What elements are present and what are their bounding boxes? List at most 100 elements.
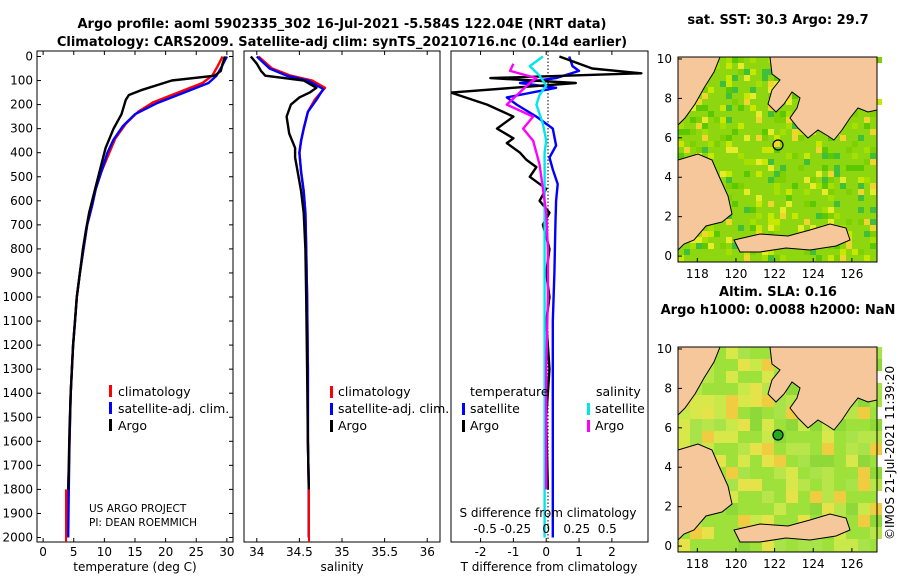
map-cell <box>768 147 774 153</box>
map-cell <box>768 249 774 255</box>
series-salinity-satellite <box>528 55 548 538</box>
map-cell <box>738 69 744 75</box>
map-cell <box>798 135 804 141</box>
map-cell <box>750 69 756 75</box>
map-cell <box>786 419 798 431</box>
salinity-x-ticks: 34 34.5 35 35.5 36 <box>249 51 435 559</box>
map-cell <box>762 159 768 165</box>
map-cell <box>762 455 774 467</box>
depth-tick-label: 500 <box>10 170 33 184</box>
map-cell <box>822 479 834 491</box>
map-cell <box>846 219 852 225</box>
depth-tick-label: 700 <box>10 218 33 232</box>
sst-map-title: sat. SST: 30.3 Argo: 29.7 <box>687 13 868 28</box>
map-cell <box>774 183 780 189</box>
figure-title-line2: Climatology: CARS2009. Satellite-adj cli… <box>57 35 627 50</box>
map-cell <box>762 443 774 455</box>
map-cell <box>804 159 810 165</box>
map-cell <box>774 539 786 551</box>
legend-swatch-climatology <box>109 385 112 397</box>
map-cell <box>786 479 798 491</box>
depth-tick-label: 1300 <box>2 362 33 376</box>
series-argo <box>67 56 227 490</box>
map-cell <box>714 117 720 123</box>
x-tick-label: -2 <box>475 545 487 559</box>
imos-credit: ©IMOS 21-Jul-2021 11:39:20 <box>883 366 897 540</box>
map-cell <box>822 503 834 515</box>
map-cell <box>726 183 732 189</box>
map-cell <box>738 383 750 395</box>
map-cell <box>870 153 876 159</box>
map-cell <box>738 479 750 491</box>
map-cell <box>690 407 702 419</box>
map-cell <box>768 219 774 225</box>
map-cell <box>774 407 786 419</box>
map-cell <box>822 147 828 153</box>
map-cell <box>744 189 750 195</box>
map-cell <box>804 219 810 225</box>
temperature-axes <box>36 50 234 543</box>
map-cell <box>702 105 708 111</box>
map-x-tick-label: 122 <box>763 557 786 571</box>
map-cell <box>702 123 708 129</box>
map-cell <box>750 419 762 431</box>
map-cell <box>696 237 702 243</box>
legend-swatch-sal-argo <box>587 420 590 432</box>
map-cell <box>822 189 828 195</box>
map-cell <box>762 431 774 443</box>
map-cell <box>834 255 840 261</box>
map-cell <box>726 479 738 491</box>
map-cell <box>750 105 756 111</box>
map-x-tick-label: 122 <box>763 267 786 281</box>
map-cell <box>690 431 702 443</box>
depth-tick-label: 1400 <box>2 386 33 400</box>
s-diff-tick-label: -0.25 <box>500 522 531 536</box>
map-cell <box>756 213 762 219</box>
x-tick-label: 2 <box>608 545 616 559</box>
map-x-tick-label: 120 <box>725 267 748 281</box>
x-tick-label: 34.5 <box>286 545 313 559</box>
map-cell <box>744 255 750 261</box>
map-cell <box>726 249 732 255</box>
difference-lines <box>451 55 643 538</box>
map-y-tick-label: 6 <box>664 421 672 435</box>
float-position-marker <box>772 139 784 151</box>
map-cell <box>768 105 774 111</box>
map-cell <box>870 231 876 237</box>
map-cell <box>858 479 870 491</box>
map-cell <box>834 171 840 177</box>
map-cell <box>858 455 870 467</box>
map-cell <box>768 225 774 231</box>
map-cell <box>726 347 738 359</box>
map-cell <box>702 431 714 443</box>
map-cell <box>726 395 738 407</box>
map-cell <box>822 431 834 443</box>
map-cell <box>768 165 774 171</box>
salinity-legend: climatology satellite-adj. clim. Argo <box>330 384 449 433</box>
map-x-tick-label: 120 <box>725 557 748 571</box>
map-cell <box>822 165 828 171</box>
map-cell <box>822 207 828 213</box>
map-cell <box>714 419 726 431</box>
map-cell <box>780 207 786 213</box>
series-temperature-satellite <box>505 56 581 538</box>
sst-map-ticks: 118 120 122 124 126 0 2 4 6 8 10 <box>657 52 864 281</box>
map-cell <box>768 69 774 75</box>
map-cell <box>846 147 852 153</box>
map-cell <box>732 75 738 81</box>
land-borneo <box>677 56 721 127</box>
map-cell <box>726 177 732 183</box>
map-cell <box>774 135 780 141</box>
legend-swatch-satellite <box>330 403 333 415</box>
map-y-tick-label: 10 <box>657 52 672 66</box>
map-cell <box>750 359 762 371</box>
map-cell <box>726 93 732 99</box>
land-sulawesi-west <box>677 443 733 542</box>
map-cell <box>726 419 738 431</box>
map-cell <box>756 135 762 141</box>
map-cell <box>864 123 870 129</box>
map-cell <box>822 183 828 189</box>
map-cell <box>714 63 720 69</box>
map-cell <box>702 243 708 249</box>
map-cell <box>810 183 816 189</box>
